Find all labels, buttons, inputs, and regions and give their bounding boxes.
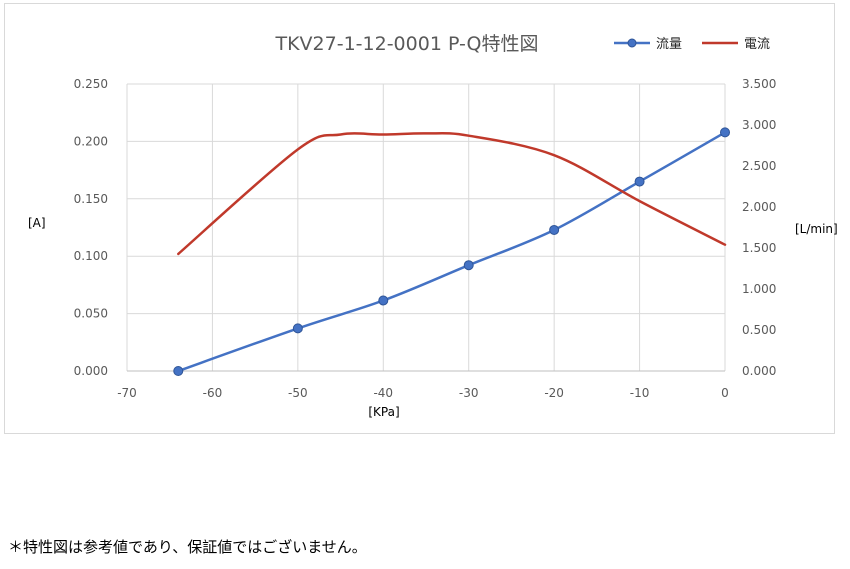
data-point-flow bbox=[463, 260, 474, 271]
legend-label-flow: 流量 bbox=[656, 37, 682, 52]
series-line-current bbox=[177, 131, 727, 256]
y-right-tick-label: 2.500 bbox=[742, 159, 776, 173]
y-right-tick-label: 0.500 bbox=[742, 323, 776, 337]
x-tick-label: -60 bbox=[203, 386, 223, 400]
y-right-tick-label: 3.000 bbox=[742, 118, 776, 132]
x-axis-label: [KPa] bbox=[368, 405, 399, 419]
data-point-flow bbox=[634, 176, 645, 187]
chart-frame bbox=[4, 3, 835, 434]
x-tick-label: -70 bbox=[117, 386, 137, 400]
data-point-flow bbox=[292, 323, 303, 334]
y-left-axis-label: [A] bbox=[28, 216, 46, 230]
legend: 流量 電流 bbox=[614, 37, 770, 52]
data-point-flow bbox=[720, 127, 730, 138]
series-line-flow bbox=[177, 131, 727, 373]
data-point-flow bbox=[378, 295, 389, 306]
x-tick-label: -50 bbox=[288, 386, 308, 400]
y-left-tick-label: 0.250 bbox=[74, 77, 108, 91]
data-point-flow bbox=[173, 366, 184, 376]
y-right-tick-label: 1.500 bbox=[742, 241, 776, 255]
x-tick-label: 0 bbox=[721, 386, 729, 400]
x-tick-label: -40 bbox=[373, 386, 393, 400]
y-left-tick-label: 0.000 bbox=[74, 364, 108, 378]
data-point-flow bbox=[549, 224, 560, 235]
x-tick-label: -30 bbox=[459, 386, 479, 400]
grid-lines bbox=[126, 83, 726, 372]
series-layer bbox=[173, 127, 730, 376]
x-tick-label: -10 bbox=[630, 386, 650, 400]
tick-labels: -70 -60 -50 -40 -30 -20 -10 0 0.000 0.050 0.100 0.1… bbox=[74, 77, 777, 400]
y-right-axis-label: [L/min] bbox=[795, 222, 838, 236]
y-left-tick-label: 0.100 bbox=[74, 249, 108, 263]
y-right-tick-label: 2.000 bbox=[742, 200, 776, 214]
x-tick-label: -20 bbox=[544, 386, 564, 400]
footnote: ＊特性図は参考値であり、保証値ではございません。 bbox=[8, 538, 367, 556]
chart-title: TKV27-1-12-0001 P-Q特性図 bbox=[274, 33, 538, 55]
y-left-tick-label: 0.200 bbox=[74, 134, 108, 148]
legend-label-current: 電流 bbox=[744, 37, 770, 52]
y-right-tick-label: 1.000 bbox=[742, 282, 776, 296]
y-left-tick-label: 0.050 bbox=[74, 307, 108, 321]
y-right-tick-label: 3.500 bbox=[742, 77, 776, 91]
y-right-tick-label: 0.000 bbox=[742, 364, 776, 378]
y-left-tick-label: 0.150 bbox=[74, 192, 108, 206]
legend-marker-flow bbox=[627, 38, 637, 48]
